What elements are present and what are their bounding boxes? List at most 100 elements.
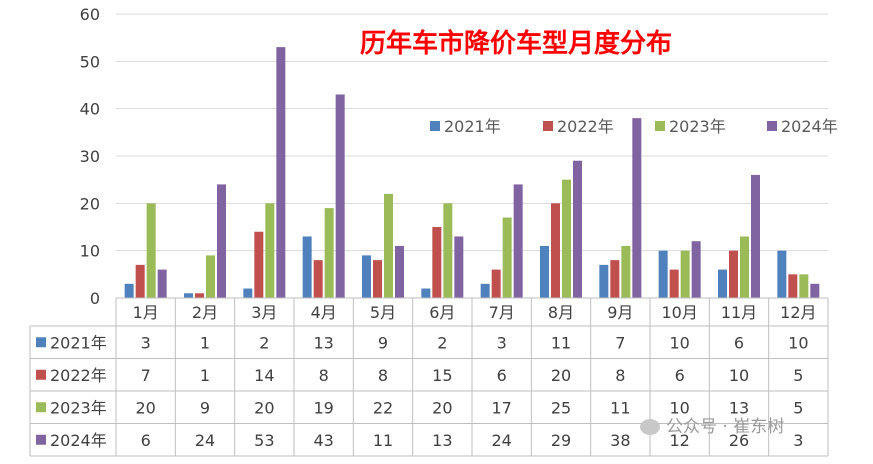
bar bbox=[777, 250, 787, 298]
bar bbox=[195, 293, 204, 298]
x-tick-label: 8月 bbox=[548, 303, 574, 322]
bar bbox=[480, 283, 490, 298]
bar bbox=[313, 260, 323, 298]
y-tick-label: 60 bbox=[80, 5, 100, 24]
bar bbox=[135, 264, 145, 298]
legend-label: 2022年 bbox=[557, 117, 614, 136]
bar bbox=[443, 203, 453, 298]
legend-label: 2021年 bbox=[444, 117, 501, 136]
legend-label: 2023年 bbox=[669, 117, 726, 136]
legend-swatch bbox=[767, 121, 777, 131]
watermark: 公众号 · 崔东树 bbox=[640, 412, 784, 437]
bar bbox=[373, 260, 382, 298]
row-series-label: 2022年 bbox=[50, 366, 107, 385]
row-series-label: 2024年 bbox=[50, 431, 107, 450]
y-axis-ticks: 0 10 20 30 40 50 60 bbox=[80, 5, 100, 308]
data-label: 6 bbox=[497, 366, 507, 385]
x-tick-label: 11月 bbox=[721, 303, 757, 322]
legend-label: 2024年 bbox=[781, 117, 838, 136]
legend-swatch bbox=[430, 121, 440, 131]
bar bbox=[658, 250, 668, 298]
data-label: 13 bbox=[432, 431, 452, 450]
bar bbox=[751, 174, 760, 298]
row-series-label: 2021年 bbox=[50, 333, 107, 352]
data-label: 24 bbox=[195, 431, 215, 450]
bar bbox=[788, 274, 798, 298]
y-tick-label: 30 bbox=[80, 147, 100, 166]
data-label: 17 bbox=[491, 398, 511, 417]
y-tick-label: 20 bbox=[80, 194, 100, 213]
gridlines bbox=[116, 13, 828, 299]
data-label: 6 bbox=[734, 333, 744, 352]
data-label: 9 bbox=[378, 333, 388, 352]
data-label: 11 bbox=[551, 333, 571, 352]
bar bbox=[146, 203, 156, 298]
bar bbox=[799, 274, 809, 298]
data-label: 43 bbox=[313, 431, 333, 450]
bar bbox=[729, 250, 738, 298]
bar bbox=[573, 160, 582, 298]
data-label: 8 bbox=[378, 366, 388, 385]
data-label: 10 bbox=[669, 398, 689, 417]
data-label: 10 bbox=[729, 366, 749, 385]
row-legend-key bbox=[36, 434, 46, 445]
bar bbox=[599, 264, 609, 298]
data-label: 11 bbox=[373, 431, 393, 450]
bar bbox=[551, 203, 560, 298]
data-label: 10 bbox=[669, 333, 689, 352]
x-tick-label: 3月 bbox=[251, 303, 277, 322]
bar bbox=[324, 208, 334, 298]
bar bbox=[265, 203, 275, 298]
x-tick-label: 5月 bbox=[370, 303, 396, 322]
bar bbox=[621, 245, 631, 298]
bar bbox=[276, 47, 286, 299]
bar bbox=[740, 236, 749, 298]
legend: 2021年 2022年 2023年 2024年 bbox=[430, 117, 838, 136]
x-tick-label: 1月 bbox=[133, 303, 159, 322]
chart-title: 历年车市降价车型月度分布 bbox=[360, 28, 672, 59]
bars bbox=[124, 47, 820, 299]
data-label: 1 bbox=[200, 333, 210, 352]
data-label: 8 bbox=[615, 366, 625, 385]
data-label: 1 bbox=[200, 366, 210, 385]
y-tick-label: 10 bbox=[80, 242, 100, 261]
bar bbox=[243, 288, 253, 298]
bar bbox=[502, 217, 512, 298]
bar bbox=[184, 293, 193, 298]
wechat-icon bbox=[640, 419, 660, 435]
data-label: 2 bbox=[259, 333, 269, 352]
bar bbox=[302, 236, 312, 298]
row-legend-key bbox=[36, 369, 46, 380]
bar bbox=[669, 269, 679, 298]
data-label: 6 bbox=[675, 366, 685, 385]
bar bbox=[362, 255, 371, 298]
data-label: 20 bbox=[432, 398, 452, 417]
data-label: 14 bbox=[254, 366, 274, 385]
data-label: 22 bbox=[373, 398, 393, 417]
data-label: 26 bbox=[729, 431, 749, 450]
legend-swatch bbox=[543, 121, 553, 131]
x-tick-label: 6月 bbox=[429, 303, 455, 322]
data-label: 11 bbox=[610, 398, 630, 417]
y-tick-label: 40 bbox=[80, 100, 100, 119]
bar bbox=[421, 288, 431, 298]
data-label: 3 bbox=[793, 431, 803, 450]
watermark-text: 公众号 · 崔东树 bbox=[666, 417, 785, 437]
bar bbox=[491, 269, 501, 298]
bar bbox=[454, 236, 464, 298]
x-tick-label: 4月 bbox=[311, 303, 337, 322]
bar bbox=[540, 245, 549, 298]
data-label: 15 bbox=[432, 366, 452, 385]
data-label: 2 bbox=[437, 333, 447, 352]
data-label: 19 bbox=[313, 398, 333, 417]
row-legend-key bbox=[36, 402, 46, 413]
bar bbox=[335, 94, 345, 298]
bar bbox=[206, 255, 215, 298]
legend-swatch bbox=[655, 121, 665, 131]
bar bbox=[718, 269, 727, 298]
bar bbox=[680, 250, 690, 298]
data-label: 5 bbox=[793, 366, 803, 385]
data-label: 8 bbox=[319, 366, 329, 385]
data-label: 53 bbox=[254, 431, 274, 450]
